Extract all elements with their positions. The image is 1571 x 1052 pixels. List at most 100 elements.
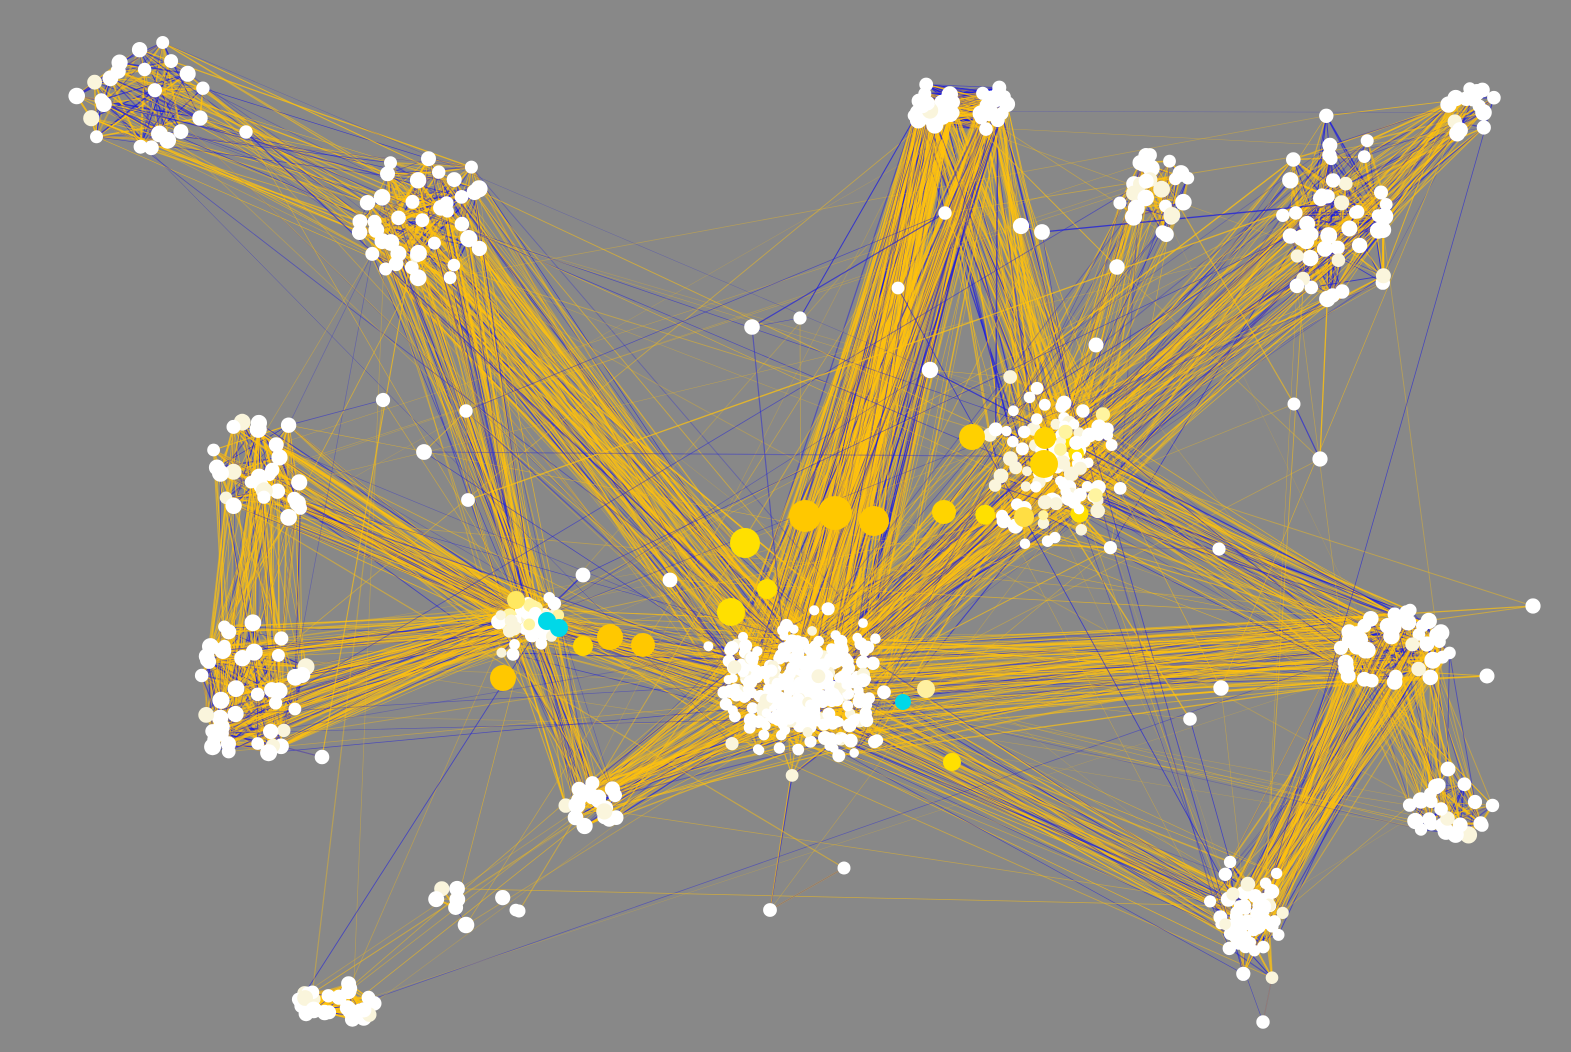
blue-edge [398,253,534,633]
yellow-edge [261,485,545,627]
yellow-edge [220,476,260,701]
yellow-edge [103,103,201,119]
blue-edge [221,615,510,728]
blue-edge [751,117,930,693]
blue-edge [994,120,999,430]
yellow-edge [187,73,377,231]
blue-edge [433,242,541,629]
blue-edge [119,62,182,132]
blue-edge [474,192,793,641]
yellow-edge [759,749,1273,979]
yellow-edge [220,602,529,734]
yellow-edge [91,117,388,175]
yellow-edge [359,231,838,658]
yellow-edge [109,77,182,133]
yellow-edge [258,429,533,633]
yellow-edge [139,49,472,168]
blue-edge [474,192,537,617]
yellow-edge [206,629,555,716]
blue-edge [461,223,784,649]
yellow-edge [385,268,527,606]
yellow-edge [615,748,798,819]
blue-edge [846,496,1094,662]
yellow-edge [836,464,1064,663]
blue-edge [94,81,201,119]
yellow-edge [837,120,998,740]
blue-edge [468,238,864,675]
yellow-edge [1006,104,1081,451]
yellow-edge [453,179,554,603]
yellow-edge [784,98,992,657]
yellow-edge [823,486,1099,726]
yellow-edge [206,474,270,657]
blue-edge [119,61,188,75]
blue-edge [228,730,271,752]
yellow-edge [199,117,451,279]
yellow-edge [213,614,501,741]
yellow-edge [279,457,545,627]
yellow-edge [212,627,540,732]
yellow-edge [824,117,930,702]
yellow-edge [268,629,555,754]
blue-edge [808,110,931,682]
yellow-edge [461,196,814,655]
blue-edge [1282,145,1331,216]
blue-edge [751,92,1000,709]
yellow-edge [208,612,536,663]
blue-edge [382,241,525,617]
yellow-edge [876,547,1111,741]
yellow-edge [417,277,541,629]
yellow-edge [212,449,226,647]
blue-edge [275,618,528,704]
blue-edge [258,422,546,616]
yellow-edge [417,179,780,659]
yellow-edge [446,202,795,630]
yellow-edge [359,221,808,665]
blue-edge [438,171,819,688]
yellow-edge [294,643,515,710]
blue-edge [856,679,1264,923]
yellow-edge [446,203,531,606]
yellow-edge [453,179,808,665]
yellow-edge [395,263,547,616]
yellow-edge [140,146,361,223]
yellow-edge [449,277,519,620]
yellow-edge [788,114,952,677]
yellow-edge [842,116,943,677]
blue-edge [216,424,289,468]
yellow-edge [235,627,540,690]
blue-edge [1311,275,1384,288]
yellow-edge [371,253,800,719]
yellow-edge [417,180,803,715]
yellow-edge [604,749,799,812]
yellow-edge [980,113,1025,432]
blue-edge [751,93,926,693]
blue-edge [461,196,557,631]
blue-edge [434,243,529,603]
yellow-edge [209,426,234,647]
yellow-edge [213,424,289,451]
yellow-edge [728,113,982,662]
blue-edge [1165,175,1179,235]
yellow-edge [810,727,1259,927]
yellow-edge [765,100,920,701]
yellow-edge [253,422,260,653]
blue-edge [202,87,429,160]
yellow-edge [823,723,1237,913]
yellow-edge [446,203,552,637]
blue-edge [305,619,519,668]
yellow-edge [210,622,530,647]
blue-edge [212,614,501,747]
yellow-edge [381,241,503,653]
yellow-edge [427,158,553,637]
yellow-edge [242,625,545,659]
yellow-edge [438,172,555,630]
yellow-edge [271,604,531,691]
yellow-edge [139,49,361,233]
yellow-edge [474,192,771,681]
blue-edge [139,49,188,75]
yellow-edge [293,498,303,676]
yellow-edge [473,191,816,646]
yellow-edge [782,112,919,711]
yellow-edge [468,238,761,697]
